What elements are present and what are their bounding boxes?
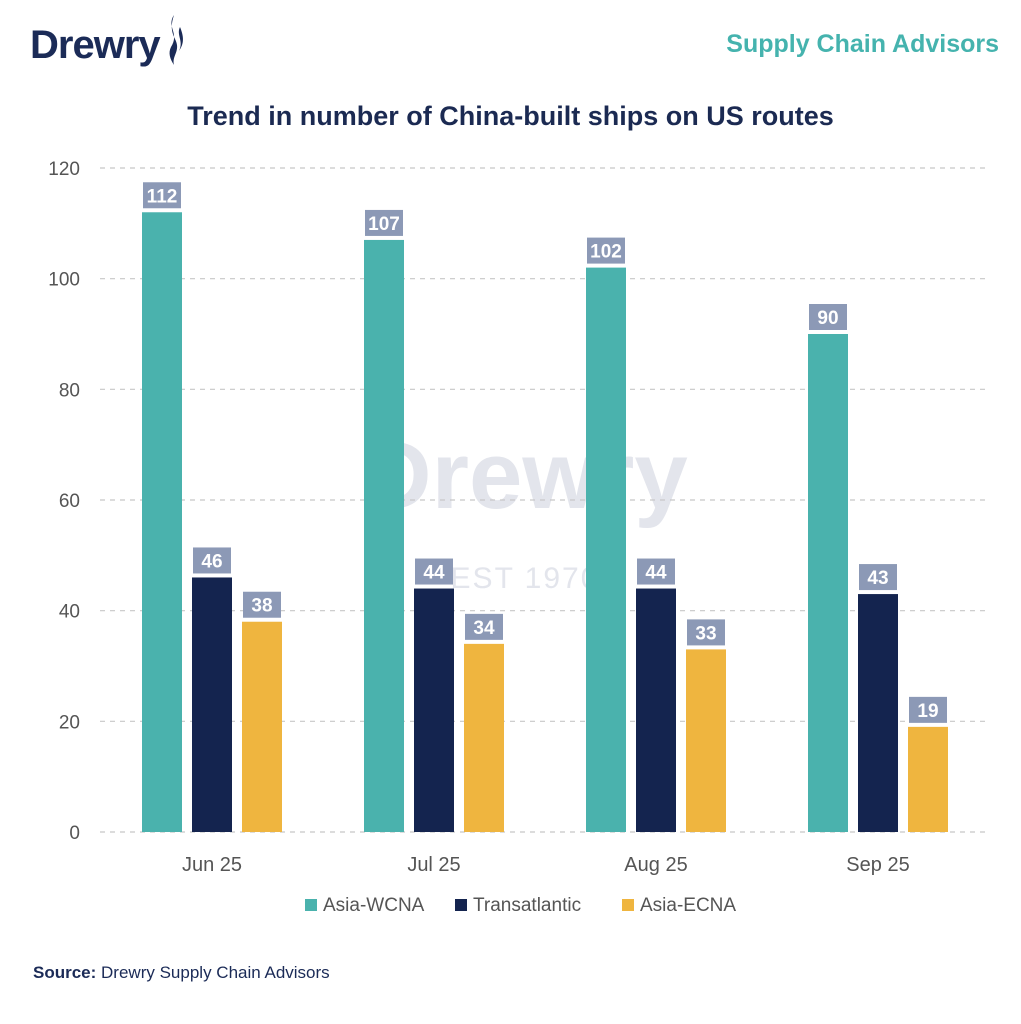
source-note: Source: Drewry Supply Chain Advisors — [33, 963, 330, 983]
legend-swatch — [455, 899, 467, 911]
brand-name: Drewry — [30, 22, 161, 67]
bar — [586, 267, 626, 833]
watermark-text: Drewry — [362, 422, 688, 529]
bar — [242, 621, 282, 832]
x-tick-label: Aug 25 — [624, 854, 687, 876]
chart-title: Trend in number of China-built ships on … — [187, 101, 834, 131]
bar — [364, 239, 404, 832]
y-tick-label: 60 — [59, 491, 80, 512]
data-label-box — [909, 696, 947, 723]
data-label-box — [415, 558, 453, 585]
data-label: 90 — [817, 308, 838, 329]
legend-label: Asia-ECNA — [640, 895, 736, 916]
data-label-box — [637, 558, 675, 585]
bar — [142, 212, 182, 832]
bar — [414, 588, 454, 832]
data-label: 112 — [147, 186, 178, 207]
y-tick-label: 120 — [48, 159, 80, 180]
data-label: 44 — [645, 563, 667, 584]
legend-label: Transatlantic — [473, 895, 581, 916]
data-label-box — [465, 613, 503, 640]
data-label: 19 — [917, 701, 938, 722]
bar — [908, 726, 948, 832]
data-label: 46 — [201, 551, 222, 572]
y-tick-label: 80 — [59, 380, 80, 401]
bar — [808, 334, 848, 832]
watermark-subtext: EST 1970 — [451, 562, 600, 595]
data-label-box — [193, 547, 231, 574]
legend-label: Asia-WCNA — [323, 895, 425, 916]
data-label: 43 — [867, 568, 888, 589]
data-label: 33 — [695, 623, 716, 644]
legend-swatch — [305, 899, 317, 911]
x-tick-label: Jul 25 — [407, 854, 460, 876]
data-label-box — [859, 564, 897, 591]
x-tick-label: Sep 25 — [846, 854, 909, 876]
bar — [686, 649, 726, 832]
data-label-box — [365, 209, 403, 236]
data-label-box — [143, 182, 181, 209]
drewry-logo: Drewry — [30, 10, 186, 80]
data-label: 107 — [368, 214, 400, 235]
bar — [464, 643, 504, 832]
data-label: 102 — [590, 242, 622, 263]
y-tick-label: 100 — [48, 270, 80, 291]
source-text: Drewry Supply Chain Advisors — [101, 963, 330, 982]
source-label: Source: — [33, 963, 97, 982]
data-label: 34 — [473, 618, 495, 639]
y-tick-label: 0 — [69, 823, 80, 844]
bar — [192, 577, 232, 832]
data-label-box — [243, 591, 281, 618]
data-label: 38 — [251, 596, 272, 617]
data-label-box — [809, 304, 847, 330]
flame-icon — [169, 15, 183, 65]
bar — [858, 594, 898, 832]
header-tagline: Supply Chain Advisors — [726, 30, 999, 58]
bar — [636, 588, 676, 832]
y-tick-label: 20 — [59, 712, 80, 733]
y-tick-label: 40 — [59, 602, 80, 623]
data-label: 44 — [423, 563, 445, 584]
legend-swatch — [622, 899, 634, 911]
x-tick-label: Jun 25 — [182, 854, 242, 876]
data-label-box — [687, 619, 725, 646]
data-label-box — [587, 237, 625, 264]
